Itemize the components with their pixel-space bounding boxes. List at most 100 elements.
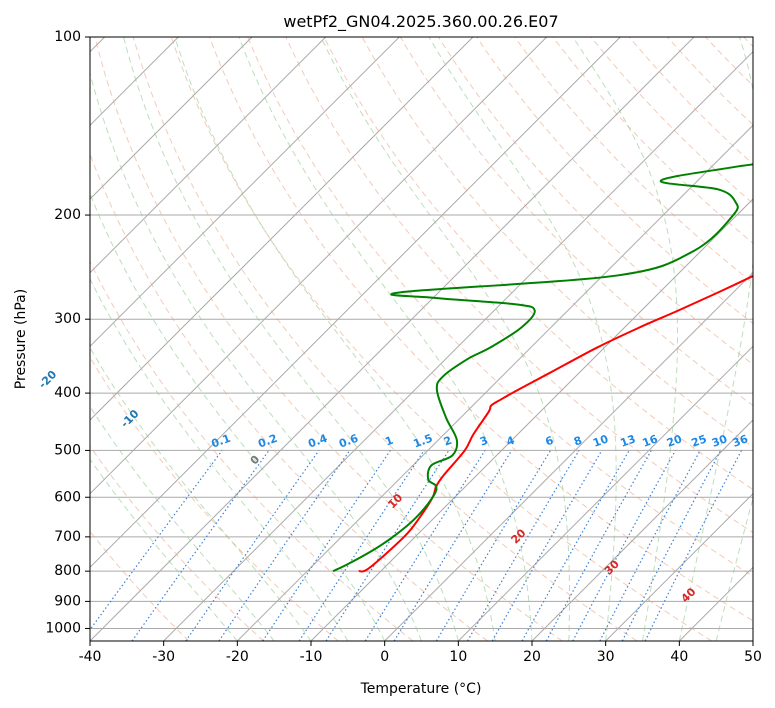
moist-adiabat — [428, 37, 617, 641]
x-axis-title: Temperature (°C) — [360, 681, 482, 697]
moist-adiabat — [90, 277, 349, 641]
isotherm-line — [90, 37, 253, 200]
mixing-ratio-label: 13 — [619, 432, 638, 449]
isotherm-line — [457, 345, 753, 641]
dry-adiabat — [247, 37, 753, 577]
moist-adiabat — [90, 458, 238, 641]
x-tick-label: -40 — [79, 649, 102, 665]
dry-adiabat — [476, 37, 753, 325]
moist-adiabat — [90, 192, 386, 641]
moist-adiabat-label: 20 — [509, 526, 529, 546]
y-tick-label: 100 — [54, 29, 81, 45]
mixing-ratio-label: 1.5 — [412, 432, 435, 451]
x-tick-label: 50 — [744, 649, 762, 665]
dry-adiabat — [94, 37, 563, 641]
plot-area — [90, 37, 753, 641]
mixing-ratio-label: 25 — [690, 432, 709, 449]
isotherm-line — [310, 198, 753, 641]
isotherm-line — [90, 37, 474, 421]
mixing-ratio-line — [131, 450, 270, 641]
moist-adiabat — [90, 346, 312, 641]
axis-ticks: -40 -30 -20 -10 0 10 20 30 40 5010009008007006005… — [45, 29, 762, 665]
dry-adiabat — [667, 37, 753, 126]
x-tick-label: -20 — [226, 649, 249, 665]
moist-adiabat — [90, 71, 422, 641]
y-tick-label: 800 — [54, 563, 81, 579]
moist-adiabat — [572, 37, 679, 641]
mixing-ratio-line — [572, 450, 677, 641]
mixing-ratio-label: 20 — [665, 432, 684, 450]
moist-adiabat-label: 10 — [385, 491, 405, 511]
dry-adiabat — [209, 37, 753, 622]
mixing-ratio-line — [545, 450, 652, 641]
x-tick-label: -10 — [300, 649, 323, 665]
mixing-ratio-label: 30 — [710, 432, 729, 450]
x-tick-label: 30 — [597, 649, 615, 665]
mixing-ratio-label: 6 — [544, 434, 556, 449]
dry-adiabat — [170, 37, 712, 641]
moist-adiabat — [678, 37, 753, 641]
x-tick-label: 10 — [449, 649, 467, 665]
isotherm-line — [531, 419, 753, 641]
mixing-ratio-line — [393, 450, 513, 641]
dry-adiabat — [90, 356, 339, 641]
isotherm-line — [90, 37, 695, 641]
dry-adiabat — [705, 37, 753, 87]
x-tick-label: 20 — [523, 649, 541, 665]
isotherm-line — [236, 124, 753, 641]
moist-adiabat — [320, 37, 571, 641]
x-tick-label: -30 — [152, 649, 175, 665]
isotherm-line — [605, 492, 753, 641]
isotherm-line — [678, 566, 753, 641]
chart-title: wetPf2_GN04.2025.360.00.26.E07 — [283, 12, 558, 32]
mixing-ratio-label: 0.6 — [337, 432, 360, 451]
dewpoint-profile — [332, 163, 753, 573]
x-tick-label: 40 — [670, 649, 688, 665]
plot-frame — [89, 36, 754, 642]
mixing-ratio-label: 3 — [478, 434, 490, 449]
mixing-ratio-line — [262, 450, 391, 641]
mixing-ratio-line — [298, 450, 425, 641]
moist-adiabat-label: 0 — [248, 453, 263, 468]
y-axis-title: Pressure (hPa) — [13, 289, 29, 389]
y-tick-label: 1000 — [45, 620, 81, 636]
moist-adiabat — [174, 37, 496, 641]
temperature-profile — [358, 274, 753, 573]
moist-adiabat — [90, 405, 275, 641]
isotherm-line — [752, 640, 753, 641]
y-tick-label: 900 — [54, 593, 81, 609]
isotherm-line — [384, 271, 753, 641]
mixing-ratio-label: 8 — [572, 434, 584, 449]
dry-adiabat — [590, 37, 753, 205]
dry-adiabat — [323, 37, 753, 491]
y-tick-label: 400 — [54, 385, 81, 401]
dry-adiabat-label: -10 — [118, 407, 141, 430]
dry-adiabat — [438, 37, 753, 365]
mixing-ratio-line — [218, 450, 351, 641]
isotherm-line — [90, 37, 621, 569]
mixing-ratio-line — [90, 450, 223, 631]
dry-adiabat — [285, 37, 753, 534]
mixing-ratio-line — [325, 450, 450, 641]
dry-adiabat — [90, 260, 414, 641]
moist-adiabat — [715, 496, 753, 641]
mixing-ratio-line — [621, 450, 722, 641]
moist-adiabat — [238, 37, 533, 641]
y-tick-label: 700 — [54, 529, 81, 545]
mixing-ratio-label: 1 — [383, 434, 395, 449]
series-lines — [332, 163, 753, 573]
isotherm-line — [90, 37, 400, 348]
mixing-ratio-line — [185, 450, 320, 641]
mixing-ratio-label: 10 — [591, 432, 610, 450]
mixing-ratio-line — [599, 450, 701, 641]
dry-adiabat — [552, 37, 753, 244]
mixing-ratio-label: 0.4 — [306, 432, 329, 451]
y-tick-label: 300 — [54, 311, 81, 327]
x-tick-label: 0 — [380, 649, 389, 665]
mixing-ratio-label: 16 — [641, 432, 660, 450]
mixing-ratio-line — [466, 450, 580, 641]
dry-adiabat — [514, 37, 753, 284]
mixing-ratio-label: 4 — [505, 434, 517, 449]
moist-adiabat-label: 40 — [679, 585, 699, 605]
